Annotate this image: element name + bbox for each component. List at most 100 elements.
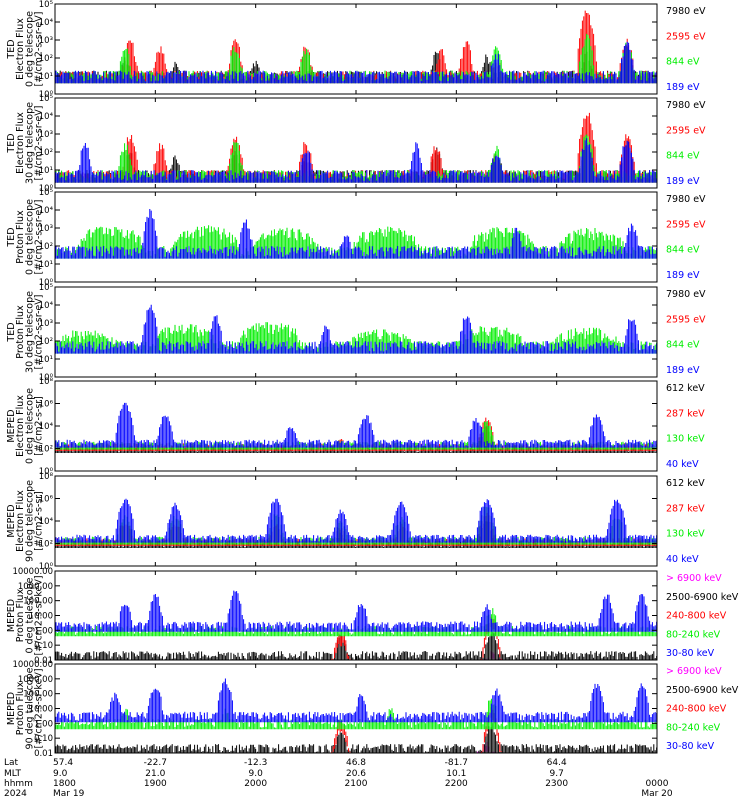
- y-tick-label: 10⁰: [39, 184, 54, 194]
- y-tick-label: 10⁰: [39, 562, 54, 572]
- y-tick-label: 10⁴: [39, 422, 54, 432]
- y-tick-label: 10¹: [39, 166, 53, 176]
- y-tick-label: 10³: [39, 224, 53, 234]
- y-tick-label: 10⁵: [39, 0, 53, 10]
- y-tick-label: 100.00: [23, 597, 53, 607]
- legend-entry: 189 eV: [666, 176, 700, 187]
- y-axis-label: TEDProton Flux30 deg telescope[#/cm2-s-s…: [6, 291, 45, 373]
- legend-entry: 30-80 keV: [666, 648, 715, 659]
- y-tick-label: 1.00: [34, 626, 53, 636]
- plot-area: [55, 10, 657, 84]
- x-tick-label: 64.4: [547, 758, 567, 768]
- legend-entry: 2595 eV: [666, 219, 706, 230]
- legend-entry: 80-240 keV: [666, 629, 721, 640]
- x-row-label: 2024: [4, 789, 27, 799]
- y-tick-label: 10²: [39, 242, 53, 252]
- y-tick-label: 10⁰: [39, 467, 54, 477]
- y-tick-label: 10000.00: [12, 660, 53, 670]
- legend-entry: 612 keV: [666, 478, 705, 489]
- y-tick-label: 10⁰: [39, 90, 54, 100]
- y-tick-label: 10²: [39, 54, 53, 64]
- x-tick-label: Mar 19: [53, 789, 85, 799]
- legend-entry: 7980 eV: [666, 194, 706, 205]
- y-axis-label: TEDElectron Flux0 deg telescope[#/cm2-s-…: [6, 11, 45, 87]
- x-tick-label: Mar 20: [641, 789, 673, 799]
- x-row-label: hhmm: [4, 779, 33, 789]
- legend-entry: > 6900 keV: [666, 666, 722, 677]
- legend-entry: 7980 eV: [666, 289, 706, 300]
- y-tick-label: 10⁴: [39, 517, 54, 527]
- panel-frame: [54, 475, 658, 567]
- legend-entry: 189 eV: [666, 82, 700, 93]
- y-tick-label: 10⁶: [39, 495, 54, 505]
- y-tick-label: 10⁵: [39, 188, 53, 198]
- y-tick-label: 0.01: [34, 749, 53, 759]
- plot-area: [55, 498, 657, 548]
- x-row-label: MLT: [4, 769, 22, 779]
- y-tick-label: 10²: [39, 148, 53, 158]
- series-1: [55, 209, 657, 259]
- y-tick-label: 10⁵: [39, 283, 53, 293]
- legend-entry: 7980 eV: [666, 100, 706, 111]
- y-tick-label: 10¹: [39, 260, 53, 270]
- y-tick-label: 10¹: [39, 355, 53, 365]
- series-1: [55, 304, 657, 354]
- x-tick-label: 9.0: [53, 769, 68, 779]
- legend-entry: 130 keV: [666, 529, 705, 540]
- y-axis-label: MEPEDElectron Flux90 deg telescope[#/cm2…: [6, 480, 45, 562]
- x-tick-label: 2200: [445, 779, 468, 789]
- y-axis-label: MEPEDElectron Flux0 deg telescope[#/cm2-…: [6, 388, 45, 464]
- legend-entry: 40 keV: [666, 554, 699, 565]
- series-3: [55, 402, 657, 448]
- y-tick-label: 10⁴: [39, 18, 54, 28]
- series-4: [55, 678, 657, 723]
- x-tick-label: -22.7: [144, 758, 167, 768]
- legend-entry: 844 eV: [666, 340, 700, 351]
- x-tick-label: 0000: [646, 779, 669, 789]
- legend-entry: 30-80 keV: [666, 741, 715, 752]
- x-tick-label: 46.8: [346, 758, 366, 768]
- x-tick-label: -81.7: [445, 758, 468, 768]
- x-tick-label: 2300: [545, 779, 568, 789]
- plot-area: [55, 112, 657, 183]
- legend-entry: 844 eV: [666, 245, 700, 256]
- x-tick-label: 9.0: [249, 769, 264, 779]
- y-tick-label: 10²: [39, 540, 53, 550]
- x-tick-label: 1800: [53, 779, 76, 789]
- legend-entry: 2595 eV: [666, 125, 706, 136]
- x-tick-label: 1900: [144, 779, 167, 789]
- panel-frame: [54, 380, 658, 472]
- panel-7: 0.01 0.10 1.00 10.00 100.00 1000.00 10000.00ME…: [6, 567, 739, 666]
- legend-entry: 2595 eV: [666, 31, 706, 42]
- y-tick-label: 10.00: [29, 612, 53, 622]
- panel-frame: [54, 663, 658, 754]
- series-4: [55, 590, 657, 632]
- legend-entry: 2500-6900 keV: [666, 592, 739, 603]
- panel-frame: [54, 570, 658, 661]
- y-tick-label: 1.00: [34, 719, 53, 729]
- legend-entry: 287 keV: [666, 408, 705, 419]
- legend-entry: 240-800 keV: [666, 704, 727, 715]
- y-tick-label: 10⁴: [39, 206, 54, 216]
- y-tick-label: 10000.00: [12, 567, 53, 577]
- y-tick-label: 10⁴: [39, 112, 54, 122]
- x-tick-label: -12.3: [244, 758, 267, 768]
- series-3: [55, 608, 657, 637]
- x-row-label: Lat: [4, 758, 19, 768]
- panel-8: 0.01 0.10 1.00 10.00 100.00 1000.00 10000.00ME…: [6, 660, 739, 759]
- plot-area: [55, 590, 657, 660]
- plot-area: [55, 678, 657, 753]
- y-tick-label: 0.01: [34, 656, 53, 666]
- legend-entry: 40 keV: [666, 459, 699, 470]
- legend-entry: > 6900 keV: [666, 573, 722, 584]
- y-tick-label: 10⁶: [39, 400, 54, 410]
- legend-entry: 844 eV: [666, 151, 700, 162]
- x-tick-label: 21.0: [145, 769, 165, 779]
- x-tick-label: 9.7: [550, 769, 564, 779]
